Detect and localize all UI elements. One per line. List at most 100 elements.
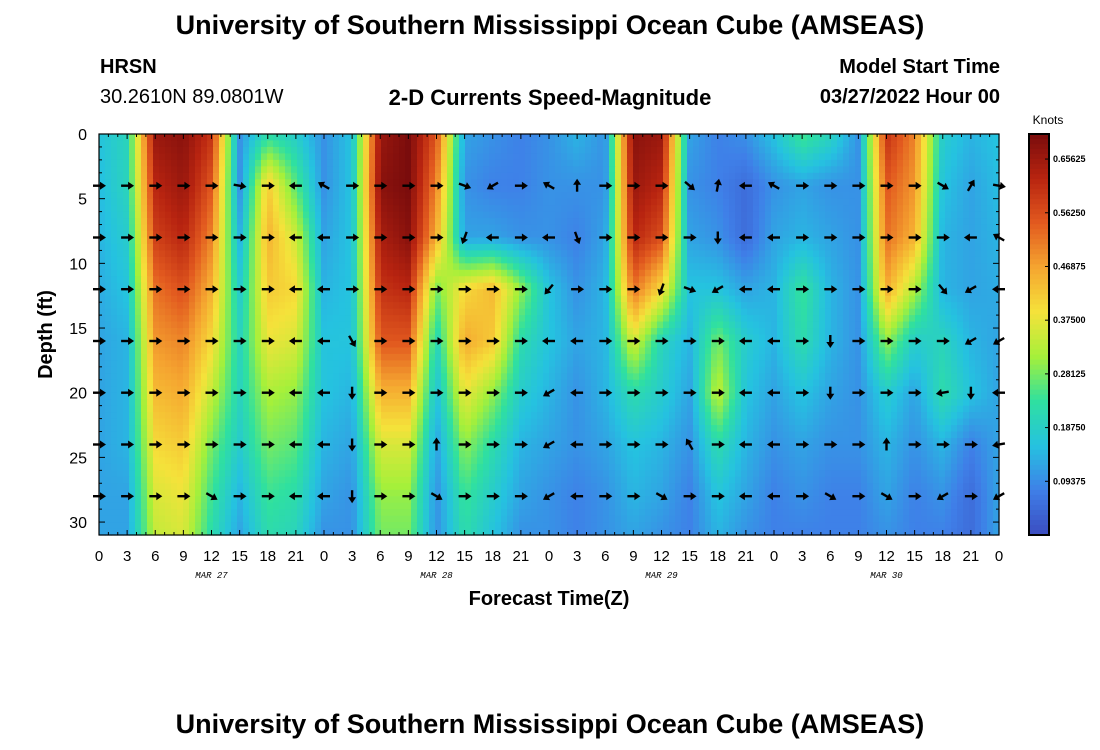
heatmap-cell xyxy=(837,256,844,264)
heatmap-cell xyxy=(645,146,652,155)
heatmap-cell xyxy=(333,185,340,193)
heatmap-cell xyxy=(333,172,340,180)
heatmap-cell xyxy=(489,334,496,342)
heatmap-cell xyxy=(567,198,574,206)
heatmap-cell xyxy=(171,146,178,155)
heatmap-cell xyxy=(105,347,112,355)
heatmap-cell xyxy=(423,185,430,193)
heatmap-cell xyxy=(945,231,952,239)
heatmap-cell xyxy=(447,172,454,180)
heatmap-cell xyxy=(339,334,346,342)
heatmap-cell xyxy=(963,302,970,310)
heatmap-cell xyxy=(315,205,322,213)
heatmap-cell xyxy=(183,321,190,329)
heatmap-cell xyxy=(99,231,106,239)
heatmap-cell xyxy=(975,224,982,232)
heatmap-cell xyxy=(387,340,394,349)
heatmap-cell xyxy=(339,308,346,316)
heatmap-cell xyxy=(933,172,940,180)
heatmap-cell xyxy=(225,328,232,336)
heatmap-cell xyxy=(213,263,220,271)
heatmap-cell xyxy=(261,205,268,213)
heatmap-cell xyxy=(705,302,712,310)
heatmap-cell xyxy=(879,134,886,142)
heatmap-cell xyxy=(585,179,592,187)
heatmap-cell xyxy=(303,237,310,245)
heatmap-cell xyxy=(621,243,628,252)
heatmap-cell xyxy=(381,315,388,323)
heatmap-cell xyxy=(987,198,994,206)
heatmap-cell xyxy=(597,295,604,303)
heatmap-cell xyxy=(909,276,916,284)
heatmap-cell xyxy=(507,256,514,264)
heatmap-cell xyxy=(285,340,292,349)
heatmap-cell xyxy=(813,134,820,142)
heatmap-cell xyxy=(435,224,442,232)
heatmap-cell xyxy=(843,140,850,148)
heatmap-cell xyxy=(765,185,772,193)
heatmap-cell xyxy=(921,289,928,297)
heatmap-cell xyxy=(549,289,556,297)
heatmap-cell xyxy=(969,192,976,200)
heatmap-cell xyxy=(789,140,796,148)
heatmap-cell xyxy=(201,340,208,349)
heatmap-cell xyxy=(273,224,280,232)
heatmap-cell xyxy=(399,263,406,271)
heatmap-cell xyxy=(357,302,364,310)
heatmap-cell xyxy=(255,159,262,167)
heatmap-cell xyxy=(111,295,118,303)
heatmap-cell xyxy=(513,146,520,155)
heatmap-cell xyxy=(687,276,694,284)
heatmap-cell xyxy=(777,153,784,161)
heatmap-cell xyxy=(831,179,838,187)
heatmap-cell xyxy=(855,263,862,271)
heatmap-cell xyxy=(549,159,556,167)
heatmap-cell xyxy=(615,276,622,284)
heatmap-cell xyxy=(255,282,262,290)
heatmap-cell xyxy=(165,308,172,316)
heatmap-cell xyxy=(621,302,628,310)
heatmap-cell xyxy=(831,205,838,213)
heatmap-cell xyxy=(153,263,160,271)
heatmap-cell xyxy=(933,198,940,206)
heatmap-cell xyxy=(111,237,118,245)
heatmap-cell xyxy=(327,140,334,148)
heatmap-cell xyxy=(399,328,406,336)
heatmap-cell xyxy=(417,185,424,193)
heatmap-cell xyxy=(957,224,964,232)
heatmap-cell xyxy=(279,198,286,206)
heatmap-cell xyxy=(735,237,742,245)
heatmap-cell xyxy=(183,146,190,155)
heatmap-cell xyxy=(579,134,586,142)
heatmap-cell xyxy=(519,276,526,284)
heatmap-cell xyxy=(909,198,916,206)
heatmap-cell xyxy=(363,224,370,232)
heatmap-cell xyxy=(885,276,892,284)
heatmap-cell xyxy=(567,179,574,187)
heatmap-cell xyxy=(285,237,292,245)
heatmap-cell xyxy=(345,134,352,142)
heatmap-cell xyxy=(591,289,598,297)
heatmap-cell xyxy=(879,256,886,264)
heatmap-cell xyxy=(609,315,616,323)
heatmap-cell xyxy=(777,166,784,174)
heatmap-cell xyxy=(417,263,424,271)
heatmap-cell xyxy=(927,224,934,232)
heatmap-cell xyxy=(939,153,946,161)
heatmap-cell xyxy=(117,192,124,200)
heatmap-cell xyxy=(765,289,772,297)
heatmap-cell xyxy=(207,321,214,329)
heatmap-cell xyxy=(681,159,688,167)
heatmap-cell xyxy=(117,140,124,148)
heatmap-cell xyxy=(813,250,820,258)
heatmap-cell xyxy=(747,185,754,193)
heatmap-cell xyxy=(483,185,490,193)
heatmap-cell xyxy=(243,237,250,245)
heatmap-cell xyxy=(885,308,892,316)
heatmap-cell xyxy=(981,315,988,323)
heatmap-cell xyxy=(993,198,1000,206)
heatmap-cell xyxy=(387,134,394,142)
heatmap-cell xyxy=(363,269,370,277)
heatmap-cell xyxy=(285,315,292,323)
heatmap-cell xyxy=(771,340,778,349)
